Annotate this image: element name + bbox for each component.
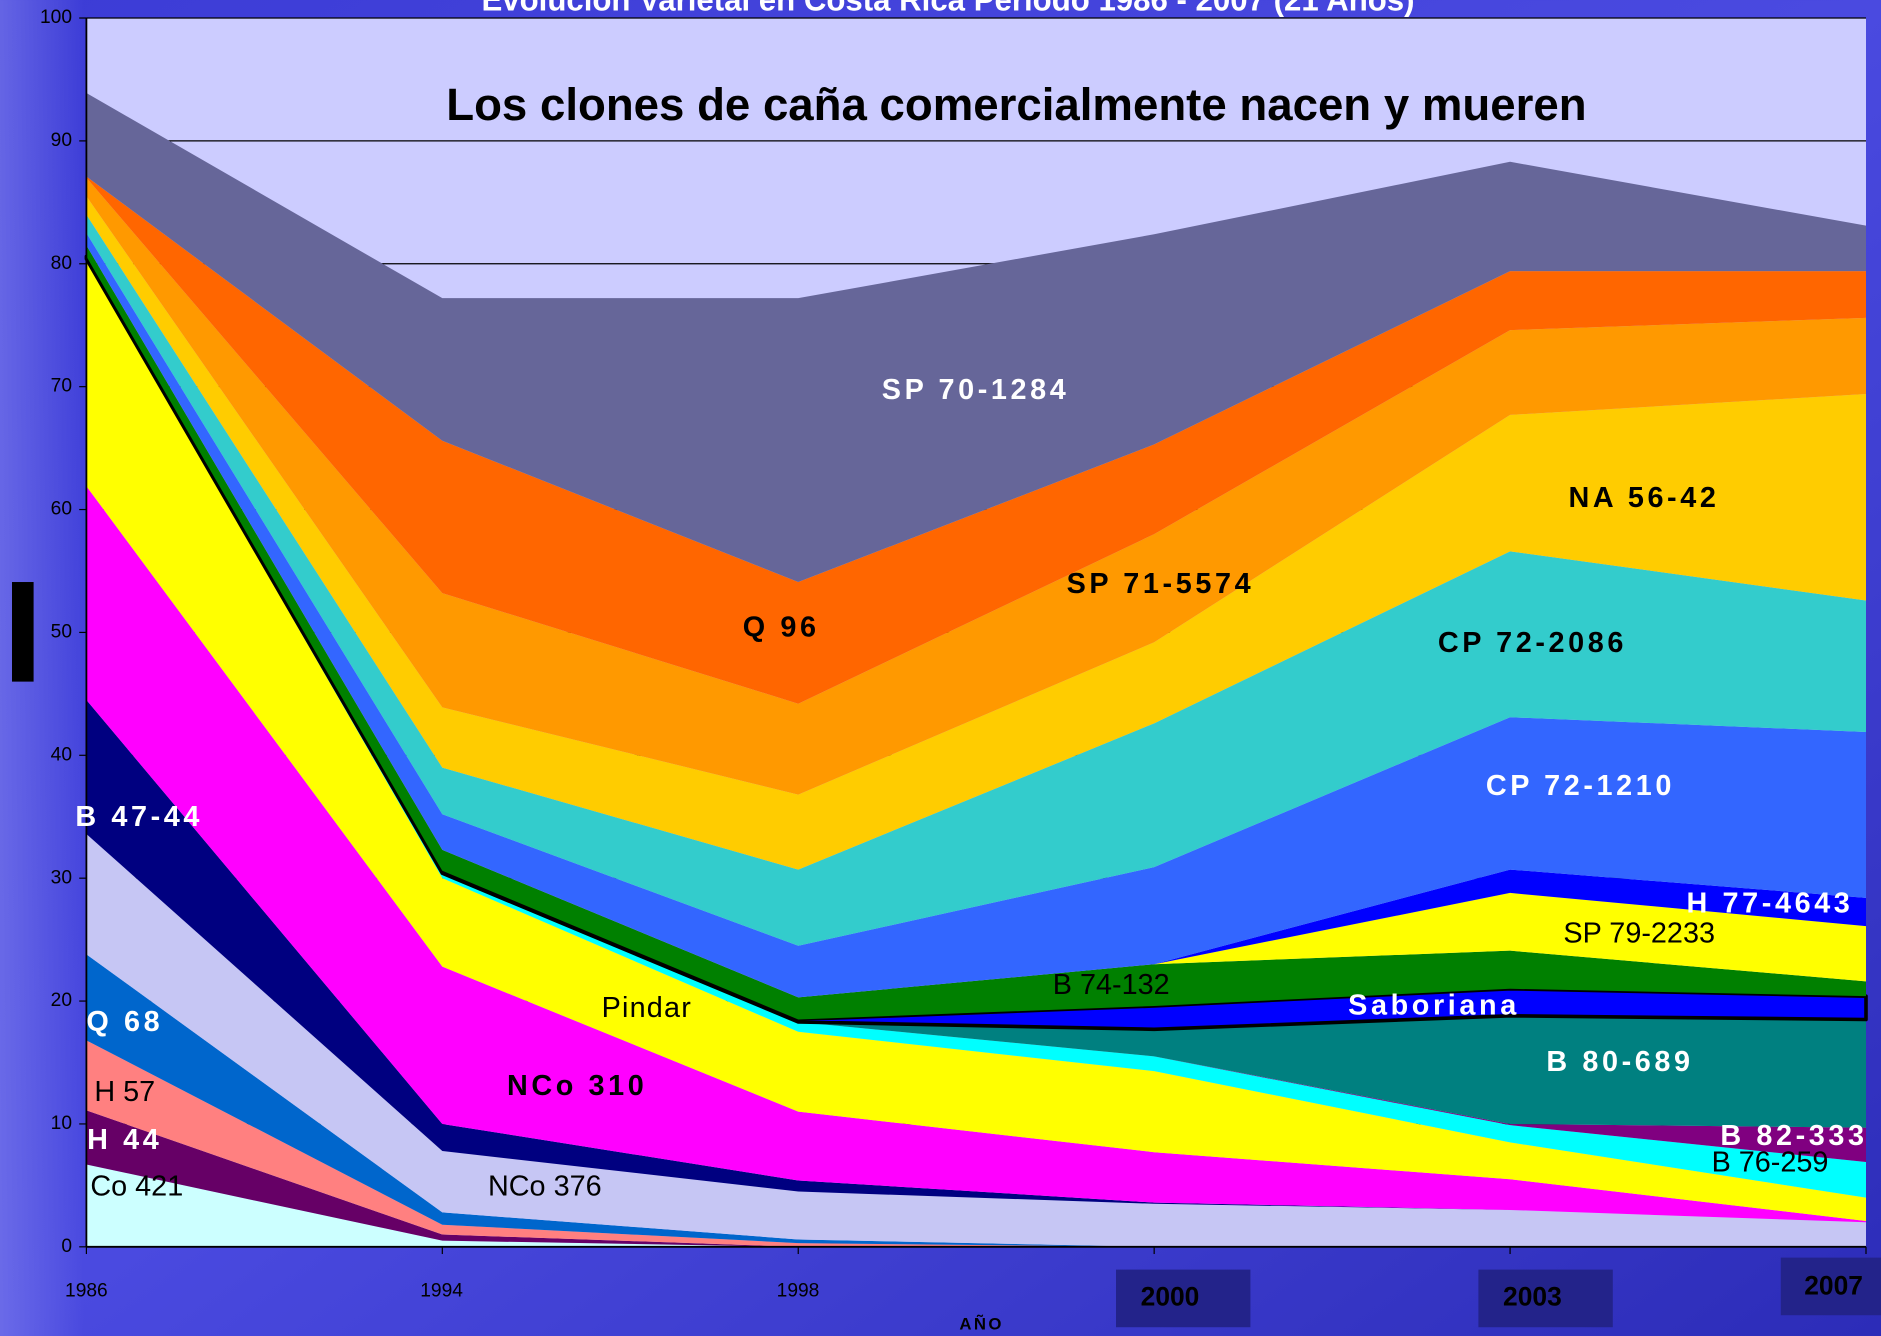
area <box>86 177 1866 795</box>
area <box>86 486 1866 1223</box>
series-label: SP 71-5574 <box>1067 568 1255 600</box>
series-label: Q 68 <box>86 1006 163 1038</box>
series-label: H 44 <box>87 1124 162 1156</box>
year-box <box>1116 1269 1251 1328</box>
series-label: Saboriana <box>1348 989 1520 1021</box>
series-label: H 57 <box>94 1076 155 1108</box>
y-tick-label: 40 <box>51 744 72 765</box>
x-tick-label: 1994 <box>420 1280 463 1301</box>
y-tick-label: 10 <box>51 1113 72 1134</box>
series-label: SP 79-2233 <box>1563 917 1715 949</box>
series-label: Pindar <box>602 992 692 1024</box>
series-label: B 47-44 <box>75 801 203 833</box>
series-label: B 80-689 <box>1546 1046 1693 1078</box>
y-tick-label: 60 <box>51 499 72 520</box>
x-tick-label: 1986 <box>65 1280 108 1301</box>
y-tick-label: 50 <box>51 621 72 642</box>
area <box>86 92 1866 583</box>
area <box>86 214 1866 946</box>
area <box>86 245 1866 998</box>
x-tick-label: 2007 <box>1804 1271 1863 1301</box>
series-label: NA 56-42 <box>1569 482 1720 514</box>
series-label: B 74-132 <box>1053 969 1170 1001</box>
area <box>86 233 1866 998</box>
area <box>86 260 1866 1222</box>
chart-title: Evolución Varietal en Costa Rica Período… <box>481 0 1414 18</box>
x-tick-label: 1998 <box>777 1280 820 1301</box>
series-labels: Co 421 H 44 H 57 Q 68 NCo 376 B 47-44 NCo 310 P… <box>75 374 1867 1203</box>
series-label: NCo 310 <box>507 1070 647 1102</box>
x-tick-label: 2000 <box>1141 1281 1200 1311</box>
year-box <box>1780 1257 1881 1316</box>
y-tick-label: 70 <box>51 376 72 397</box>
x-axis-title: AÑO <box>959 1313 1004 1333</box>
area <box>86 176 1866 704</box>
axis-title-box <box>12 582 34 682</box>
chart-subtitle: Los clones de caña comercialmente nacen … <box>446 79 1586 130</box>
areas <box>84 92 1868 1247</box>
axes: 0 10 20 30 40 50 60 70 80 90 100 <box>40 7 1867 1257</box>
area <box>86 258 1866 1128</box>
y-tick-label: 30 <box>51 867 72 888</box>
y-tick-label: 80 <box>51 253 72 274</box>
y-tick-label: 100 <box>40 7 72 28</box>
y-tick-label: 0 <box>61 1236 72 1257</box>
series-label: Co 421 <box>90 1171 183 1203</box>
area <box>86 196 1866 870</box>
y-tick-label: 90 <box>51 130 72 151</box>
x-tick-label: 2003 <box>1503 1281 1562 1311</box>
x-axis: 1986 1994 1998 2000 2003 2007 <box>65 1271 1863 1312</box>
y-tick-label: 20 <box>51 990 72 1011</box>
series-label: H 77-4643 <box>1687 887 1854 919</box>
series-label: CP 72-1210 <box>1486 770 1675 802</box>
series-label: B 82-333 <box>1720 1120 1867 1152</box>
area <box>86 1164 1866 1247</box>
series-label: B 76-259 <box>1712 1147 1829 1179</box>
series-label: NCo 376 <box>488 1171 602 1203</box>
year-box <box>1478 1269 1613 1328</box>
series-label: SP 70-1284 <box>882 374 1070 406</box>
series-label: Q 96 <box>743 611 820 643</box>
series-label: CP 72-2086 <box>1438 627 1627 659</box>
